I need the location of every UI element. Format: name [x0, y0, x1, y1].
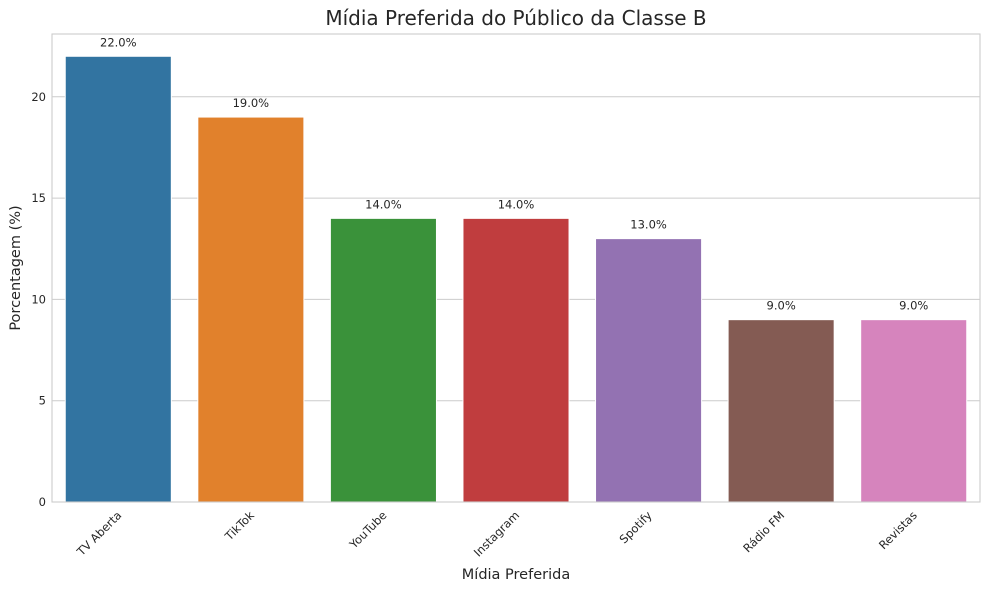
data-labels: 22.0% 19.0% 14.0% 14.0% 13.0% 9.0% 9.0%	[100, 35, 928, 312]
bar-data-label: 22.0%	[100, 35, 137, 49]
y-tick-label: 0	[39, 495, 46, 509]
bar-data-label: 9.0%	[899, 299, 928, 313]
bar	[860, 319, 968, 503]
bar-data-label: 13.0%	[630, 218, 667, 232]
y-tick-label: 15	[31, 191, 46, 205]
y-axis-label: Porcentagem (%)	[8, 205, 24, 330]
x-tick-label: Revistas	[876, 508, 920, 552]
x-axis-ticks: TV Aberta TikTok YouTube Instagram Spotify Rá…	[73, 508, 919, 560]
bar	[727, 319, 835, 503]
x-tick-label: Instagram	[471, 508, 522, 559]
x-tick-label: YouTube	[346, 508, 390, 552]
bars	[64, 55, 968, 503]
x-tick-label: TikTok	[221, 508, 257, 544]
bar-data-label: 19.0%	[233, 96, 270, 110]
chart-title: Mídia Preferida do Público da Classe B	[325, 6, 706, 30]
bar-data-label: 14.0%	[365, 197, 402, 211]
bar	[197, 116, 305, 503]
x-tick-label: Rádio FM	[740, 508, 787, 555]
bar	[462, 217, 570, 503]
y-tick-label: 20	[31, 90, 46, 104]
bar	[595, 238, 703, 503]
x-tick-label: Spotify	[617, 508, 655, 546]
y-tick-label: 10	[31, 292, 46, 306]
plot-frame	[51, 33, 981, 503]
y-axis-ticks: 0 5 10 15 20	[31, 90, 46, 509]
bar-data-label: 9.0%	[767, 299, 796, 313]
bar	[329, 217, 437, 503]
bar-data-label: 14.0%	[498, 197, 535, 211]
x-axis-label: Mídia Preferida	[462, 567, 570, 583]
y-tick-label: 5	[39, 394, 46, 408]
x-tick-label: TV Aberta	[73, 508, 124, 559]
bar	[64, 55, 172, 503]
